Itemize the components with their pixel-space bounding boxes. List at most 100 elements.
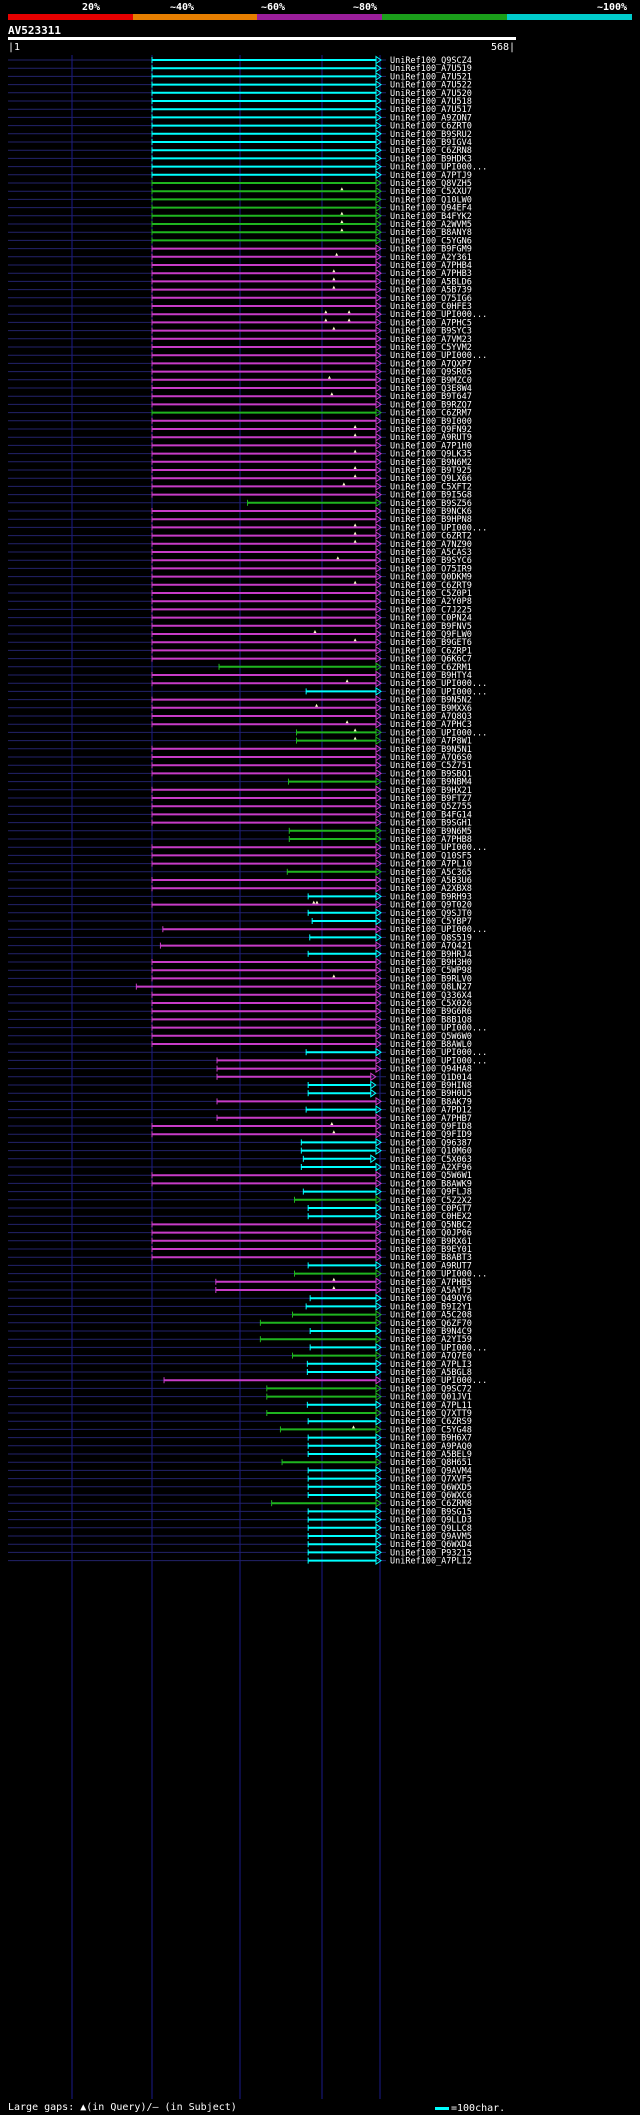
hit-label[interactable]: UniRef100_Q9LLD3	[390, 1516, 472, 1526]
hit-label[interactable]: UniRef100_C6ZRM1	[390, 663, 472, 673]
hit-label[interactable]: UniRef100_B8AWL0	[390, 1040, 472, 1050]
hit-label[interactable]: UniRef100_C5XXU7	[390, 187, 472, 197]
hit-label[interactable]: UniRef100_UPI000...	[390, 1024, 487, 1034]
hit-label[interactable]: UniRef100_A7PHB8	[390, 835, 472, 845]
hit-label[interactable]: UniRef100_UPI000...	[390, 163, 487, 173]
hit-label[interactable]: UniRef100_Q5W6W1	[390, 1171, 472, 1181]
hit-label[interactable]: UniRef100_C5YG48	[390, 1425, 472, 1435]
hit-label[interactable]: UniRef100_A5B3U6	[390, 876, 472, 886]
hit-label[interactable]: UniRef100_B4FG14	[390, 810, 472, 820]
hit-label[interactable]: UniRef100_C5Z0P1	[390, 589, 472, 599]
hit-label[interactable]: UniRef100_UPI000...	[390, 1270, 487, 1280]
hit-label[interactable]: UniRef100_Q6WXD4	[390, 1540, 472, 1550]
hit-label[interactable]: UniRef100_B9SBQ1	[390, 769, 472, 779]
hit-label[interactable]: UniRef100_C5YVM2	[390, 343, 472, 353]
hit-label[interactable]: UniRef100_Q9LX66	[390, 474, 472, 484]
hit-label[interactable]: UniRef100_B9GET6	[390, 638, 472, 648]
hit-label[interactable]: UniRef100_A2WVM5	[390, 220, 472, 230]
hit-label[interactable]: UniRef100_B9IGV4	[390, 138, 472, 148]
hit-label[interactable]: UniRef100_Q6WXC6	[390, 1491, 472, 1501]
hit-label[interactable]: UniRef100_B9HIN8	[390, 1081, 472, 1091]
hit-label[interactable]: UniRef100_A7U520	[390, 89, 472, 99]
hit-label[interactable]: UniRef100_C6ZRT0	[390, 122, 472, 132]
hit-label[interactable]: UniRef100_B9RZQ7	[390, 400, 472, 410]
hit-label[interactable]: UniRef100_A7Q421	[390, 942, 472, 952]
hit-label[interactable]: UniRef100_Q9SC72	[390, 1384, 472, 1394]
hit-label[interactable]: UniRef100_Q5W6W0	[390, 1032, 472, 1042]
hit-label[interactable]: UniRef100_B8AWK9	[390, 1179, 472, 1189]
hit-label[interactable]: UniRef100_A2Y361	[390, 253, 472, 263]
hit-label[interactable]: UniRef100_A7PHB5	[390, 1278, 472, 1288]
hit-label[interactable]: UniRef100_B9MZC0	[390, 376, 472, 386]
hit-label[interactable]: UniRef100_Q9FN92	[390, 425, 472, 435]
hit-label[interactable]: UniRef100_B9SZ56	[390, 499, 472, 509]
hit-label[interactable]: UniRef100_A7VM23	[390, 335, 472, 345]
hit-label[interactable]: UniRef100_B9N6M5	[390, 827, 472, 837]
hit-label[interactable]: UniRef100_B9HX21	[390, 786, 472, 796]
hit-label[interactable]: UniRef100_Q8VZH5	[390, 179, 472, 189]
hit-label[interactable]: UniRef100_B9HTY4	[390, 671, 472, 681]
hit-label[interactable]: UniRef100_A7NZ90	[390, 540, 472, 550]
hit-label[interactable]: UniRef100_Q7XTT9	[390, 1409, 472, 1419]
hit-label[interactable]: UniRef100_Q9AVM5	[390, 1532, 472, 1542]
hit-label[interactable]: UniRef100_B9FNV5	[390, 622, 472, 632]
hit-label[interactable]: UniRef100_A7PHB7	[390, 1114, 472, 1124]
hit-label[interactable]: UniRef100_Q9FLJ8	[390, 1188, 472, 1198]
hit-label[interactable]: UniRef100_C6ZRM8	[390, 1499, 472, 1509]
hit-label[interactable]: UniRef100_UPI000...	[390, 843, 487, 853]
hit-label[interactable]: UniRef100_C5Z2X2	[390, 1196, 472, 1206]
hit-label[interactable]: UniRef100_UPI000...	[390, 728, 487, 738]
hit-label[interactable]: UniRef100_UPI000...	[390, 1376, 487, 1386]
hit-label[interactable]: UniRef100_B9NBM4	[390, 778, 472, 788]
hit-label[interactable]: UniRef100_UPI000...	[390, 925, 487, 935]
hit-label[interactable]: UniRef100_C0HEX2	[390, 1212, 472, 1222]
hit-label[interactable]: UniRef100_A7Q6S0	[390, 753, 472, 763]
hit-label[interactable]: UniRef100_C5YGN6	[390, 236, 472, 246]
hit-label[interactable]: UniRef100_Q10LW0	[390, 195, 472, 205]
hit-label[interactable]: UniRef100_Q0JP06	[390, 1229, 472, 1239]
hit-label[interactable]: UniRef100_C5WP98	[390, 966, 472, 976]
hit-label[interactable]: UniRef100_B9N5N2	[390, 696, 472, 706]
hit-label[interactable]: UniRef100_B9I000	[390, 417, 472, 427]
hit-label[interactable]: UniRef100_B9HRJ4	[390, 950, 472, 960]
hit-label[interactable]: UniRef100_B9G6R6	[390, 1007, 472, 1017]
hit-label[interactable]: UniRef100_A5C365	[390, 868, 472, 878]
hit-label[interactable]: UniRef100_B9HPN8	[390, 515, 472, 525]
hit-label[interactable]: UniRef100_B8ABT3	[390, 1253, 472, 1263]
hit-label[interactable]: UniRef100_C6ZRM7	[390, 409, 472, 419]
hit-label[interactable]: UniRef100_B9FTZ7	[390, 794, 472, 804]
hit-label[interactable]: UniRef100_Q5Z755	[390, 802, 472, 812]
hit-label[interactable]: UniRef100_A2XF96	[390, 1163, 472, 1173]
hit-label[interactable]: UniRef100_B9H0U5	[390, 1089, 472, 1099]
hit-label[interactable]: UniRef100_Q9FID8	[390, 1122, 472, 1132]
hit-label[interactable]: UniRef100_Q6ZF70	[390, 1319, 472, 1329]
hit-label[interactable]: UniRef100_Q10M60	[390, 1147, 472, 1157]
hit-label[interactable]: UniRef100_B9N5N1	[390, 745, 472, 755]
hit-label[interactable]: UniRef100_A9PAQ0	[390, 1442, 472, 1452]
hit-label[interactable]: UniRef100_A7PLI3	[390, 1360, 472, 1370]
hit-label[interactable]: UniRef100_B9N6M2	[390, 458, 472, 468]
hit-label[interactable]: UniRef100_A7PL10	[390, 860, 472, 870]
hit-label[interactable]: UniRef100_C5YBP7	[390, 917, 472, 927]
hit-label[interactable]: UniRef100_A7Q8Q3	[390, 712, 472, 722]
hit-label[interactable]: UniRef100_UPI000...	[390, 1343, 487, 1353]
hit-label[interactable]: UniRef100_C6ZRS9	[390, 1417, 472, 1427]
hit-label[interactable]: UniRef100_A2Y0P8	[390, 597, 472, 607]
hit-label[interactable]: UniRef100_B8B1Q8	[390, 1015, 472, 1025]
hit-label[interactable]: UniRef100_A7U518	[390, 97, 472, 107]
hit-label[interactable]: UniRef100_C5XFT2	[390, 482, 472, 492]
hit-label[interactable]: UniRef100_B9NCK6	[390, 507, 472, 517]
hit-label[interactable]: UniRef100_UPI000...	[390, 310, 487, 320]
hit-label[interactable]: UniRef100_UPI000...	[390, 1056, 487, 1066]
hit-label[interactable]: UniRef100_A5AYT5	[390, 1286, 472, 1296]
hit-label[interactable]: UniRef100_A5CAS3	[390, 548, 472, 558]
hit-label[interactable]: UniRef100_A7QXP7	[390, 359, 472, 369]
hit-label[interactable]: UniRef100_C5X026	[390, 999, 472, 1009]
hit-label[interactable]: UniRef100_A7PTJ9	[390, 171, 472, 181]
hit-label[interactable]: UniRef100_Q5NBC2	[390, 1220, 472, 1230]
hit-label[interactable]: UniRef100_A7U521	[390, 72, 472, 82]
hit-label[interactable]: UniRef100_O75IG6	[390, 294, 472, 304]
hit-label[interactable]: UniRef100_B4FYK2	[390, 212, 472, 222]
hit-label[interactable]: UniRef100_A7PHB3	[390, 269, 472, 279]
hit-label[interactable]: UniRef100_UPI000...	[390, 523, 487, 533]
